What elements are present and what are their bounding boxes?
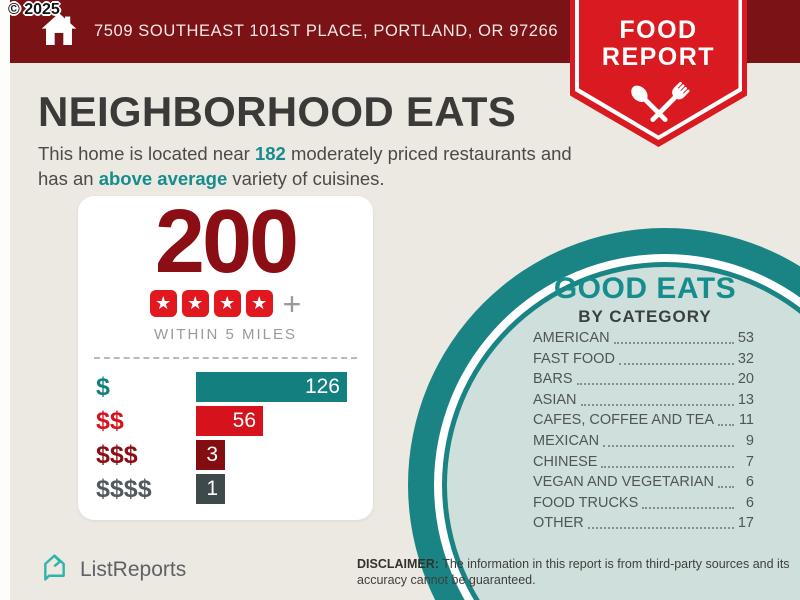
price-tier-value: 3 (206, 443, 218, 466)
listreports-logo: ListReports (38, 551, 186, 589)
plus-sign: + (282, 285, 302, 322)
star-icon: ★ (149, 290, 177, 317)
category-row: MEXICAN 9 (533, 432, 754, 449)
badge-title-line1: FOOD (619, 16, 698, 44)
category-row: CHINESE 7 (533, 453, 754, 470)
copyright-text: © 2025 (8, 1, 60, 18)
radius-label: WITHIN 5 MILES (153, 326, 297, 343)
price-tier-bar: 56 (196, 406, 263, 436)
category-value: 20 (737, 371, 754, 388)
category-label: FOOD TRUCKS (533, 494, 639, 511)
category-label: MEXICAN (533, 432, 600, 449)
home-icon (40, 12, 78, 52)
dashed-divider (94, 357, 357, 359)
property-address: 7509 SOUTHEAST 101ST PLACE, PORTLAND, OR… (94, 22, 559, 40)
star-icon: ★ (245, 290, 273, 317)
price-tier-bar: 126 (196, 372, 347, 402)
dotted-leader (580, 403, 734, 406)
price-tier-label: $$ (96, 406, 124, 435)
chart-row: $126 (96, 372, 373, 402)
dotted-leader (618, 362, 734, 365)
food-report-badge: FOOD REPORT (570, 0, 747, 147)
intro-paragraph: This home is located near 182 moderately… (38, 141, 572, 191)
price-tier-bar: 1 (196, 474, 225, 504)
category-value: 6 (745, 474, 754, 491)
price-tier-label: $ (96, 372, 110, 401)
restaurant-count: 200 (154, 192, 299, 292)
dotted-leader (603, 444, 734, 447)
subtitle-text: variety of cuisines. (227, 168, 385, 189)
restaurant-stats-card: 200 ★ ★ ★ ★ + WITHIN 5 MILES $126 $$ 56 $$$ 3 $$$… (78, 196, 373, 520)
category-row: AMERICAN 53 (533, 330, 754, 346)
listreports-house-pin-icon (38, 551, 71, 589)
disclaimer: DISCLAIMER: The information in this repo… (357, 556, 800, 588)
good-eats-header: GOOD EATS BY CATEGORY (520, 272, 770, 327)
star-icon: ★ (181, 290, 209, 317)
category-row: CAFES, COFFEE AND TEA 11 (533, 412, 754, 429)
subtitle-text: has an (38, 168, 99, 189)
category-row: OTHER 17 (533, 515, 754, 532)
price-tier-value: 126 (304, 375, 340, 398)
price-tier-value: 56 (232, 409, 256, 432)
good-eats-subtitle: BY CATEGORY (578, 307, 712, 326)
dotted-leader (601, 465, 734, 468)
variety-highlight: above average (98, 168, 228, 189)
restaurant-count-highlight: 182 (254, 143, 286, 164)
category-row: VEGAN AND VEGETARIAN 6 (533, 474, 754, 491)
good-eats-title: GOOD EATS (553, 272, 737, 305)
price-tier-value: 1 (206, 477, 218, 500)
good-eats-circle (408, 228, 800, 600)
dotted-leader (576, 383, 734, 386)
category-label: CAFES, COFFEE AND TEA (533, 412, 715, 429)
chart-row: $$$$ 1 (96, 474, 373, 504)
category-value: 17 (737, 515, 754, 532)
subtitle-text: moderately priced restaurants and (285, 143, 572, 164)
category-value: 13 (737, 391, 754, 408)
category-value: 32 (737, 350, 754, 367)
dotted-leader (718, 486, 734, 489)
category-label: VEGAN AND VEGETARIAN (533, 474, 715, 491)
category-value: 11 (738, 412, 754, 429)
price-tier-label: $$$$ (96, 474, 152, 503)
page-title: NEIGHBORHOOD EATS (38, 88, 517, 135)
dotted-leader (613, 342, 734, 344)
category-value: 7 (745, 453, 754, 470)
dotted-leader (718, 424, 734, 427)
category-label: CHINESE (533, 453, 598, 470)
category-row: FOOD TRUCKS 6 (533, 494, 754, 511)
disclaimer-label: DISCLAIMER: (357, 557, 439, 571)
category-label: OTHER (533, 515, 584, 532)
price-tier-label: $$$ (96, 440, 138, 469)
chart-row: $$ 56 (96, 406, 373, 436)
dotted-leader (642, 506, 734, 509)
price-bar-chart: $126 $$ 56 $$$ 3 $$$$ 1 (96, 372, 373, 504)
brand-name: ListReports (80, 558, 187, 581)
chart-row: $$$ 3 (96, 440, 373, 470)
category-value: 6 (745, 494, 754, 511)
dotted-leader (587, 527, 734, 530)
category-list: AMERICAN 53 FAST FOOD 32 BARS 20 ASIAN 13 CAFES,… (533, 330, 754, 537)
category-row: FAST FOOD 32 (533, 350, 754, 367)
category-label: BARS (533, 371, 573, 388)
category-value: 9 (745, 432, 754, 449)
category-row: BARS 20 (533, 371, 754, 388)
disclaimer-text: The information in this report is from t… (357, 557, 790, 587)
price-tier-bar: 3 (196, 440, 225, 470)
category-label: FAST FOOD (533, 350, 615, 367)
star-icon: ★ (213, 290, 241, 317)
rating-stars: ★ ★ ★ ★ + (78, 285, 373, 322)
category-value: 53 (737, 330, 754, 346)
badge-title-line2: REPORT (601, 43, 716, 71)
category-label: AMERICAN (533, 330, 610, 346)
category-row: ASIAN 13 (533, 391, 754, 408)
spoon-fork-icon (570, 78, 747, 139)
category-label: ASIAN (533, 391, 577, 408)
subtitle-text: This home is located near (38, 143, 255, 164)
